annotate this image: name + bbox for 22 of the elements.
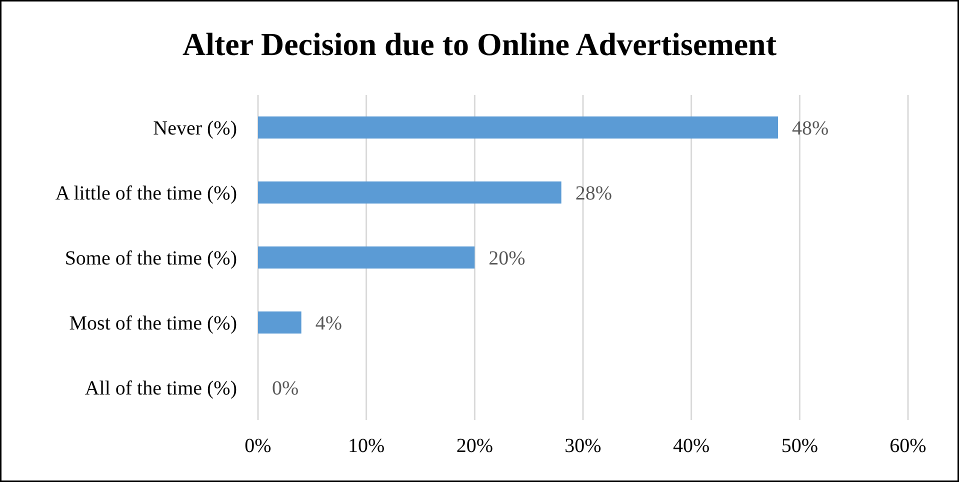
y-tick-label: Never (%) (153, 118, 237, 140)
x-tick-label: 60% (890, 435, 926, 457)
x-tick-label: 0% (244, 435, 272, 457)
data-label: 0% (272, 378, 299, 400)
x-tick-label: 30% (564, 435, 602, 457)
chart-title: Alter Decision due to Online Advertisement (182, 26, 777, 62)
x-tick-label: 10% (348, 435, 385, 457)
data-label: 28% (575, 182, 612, 204)
y-tick-label: All of the time (%) (84, 378, 237, 400)
x-tick-label: 50% (781, 435, 818, 457)
y-tick-label: Some of the time (%) (64, 248, 237, 270)
data-label: 4% (315, 312, 342, 334)
x-tick-label: 40% (672, 435, 710, 457)
bar (258, 116, 778, 139)
bar (258, 246, 475, 269)
bar (258, 311, 302, 334)
x-tick-label: 20% (456, 435, 494, 457)
data-label: 48% (792, 118, 829, 140)
y-tick-label: A little of the time (%) (55, 182, 237, 204)
y-tick-label: Most of the time (%) (69, 312, 237, 334)
data-label: 20% (488, 248, 526, 270)
bar (258, 181, 562, 204)
